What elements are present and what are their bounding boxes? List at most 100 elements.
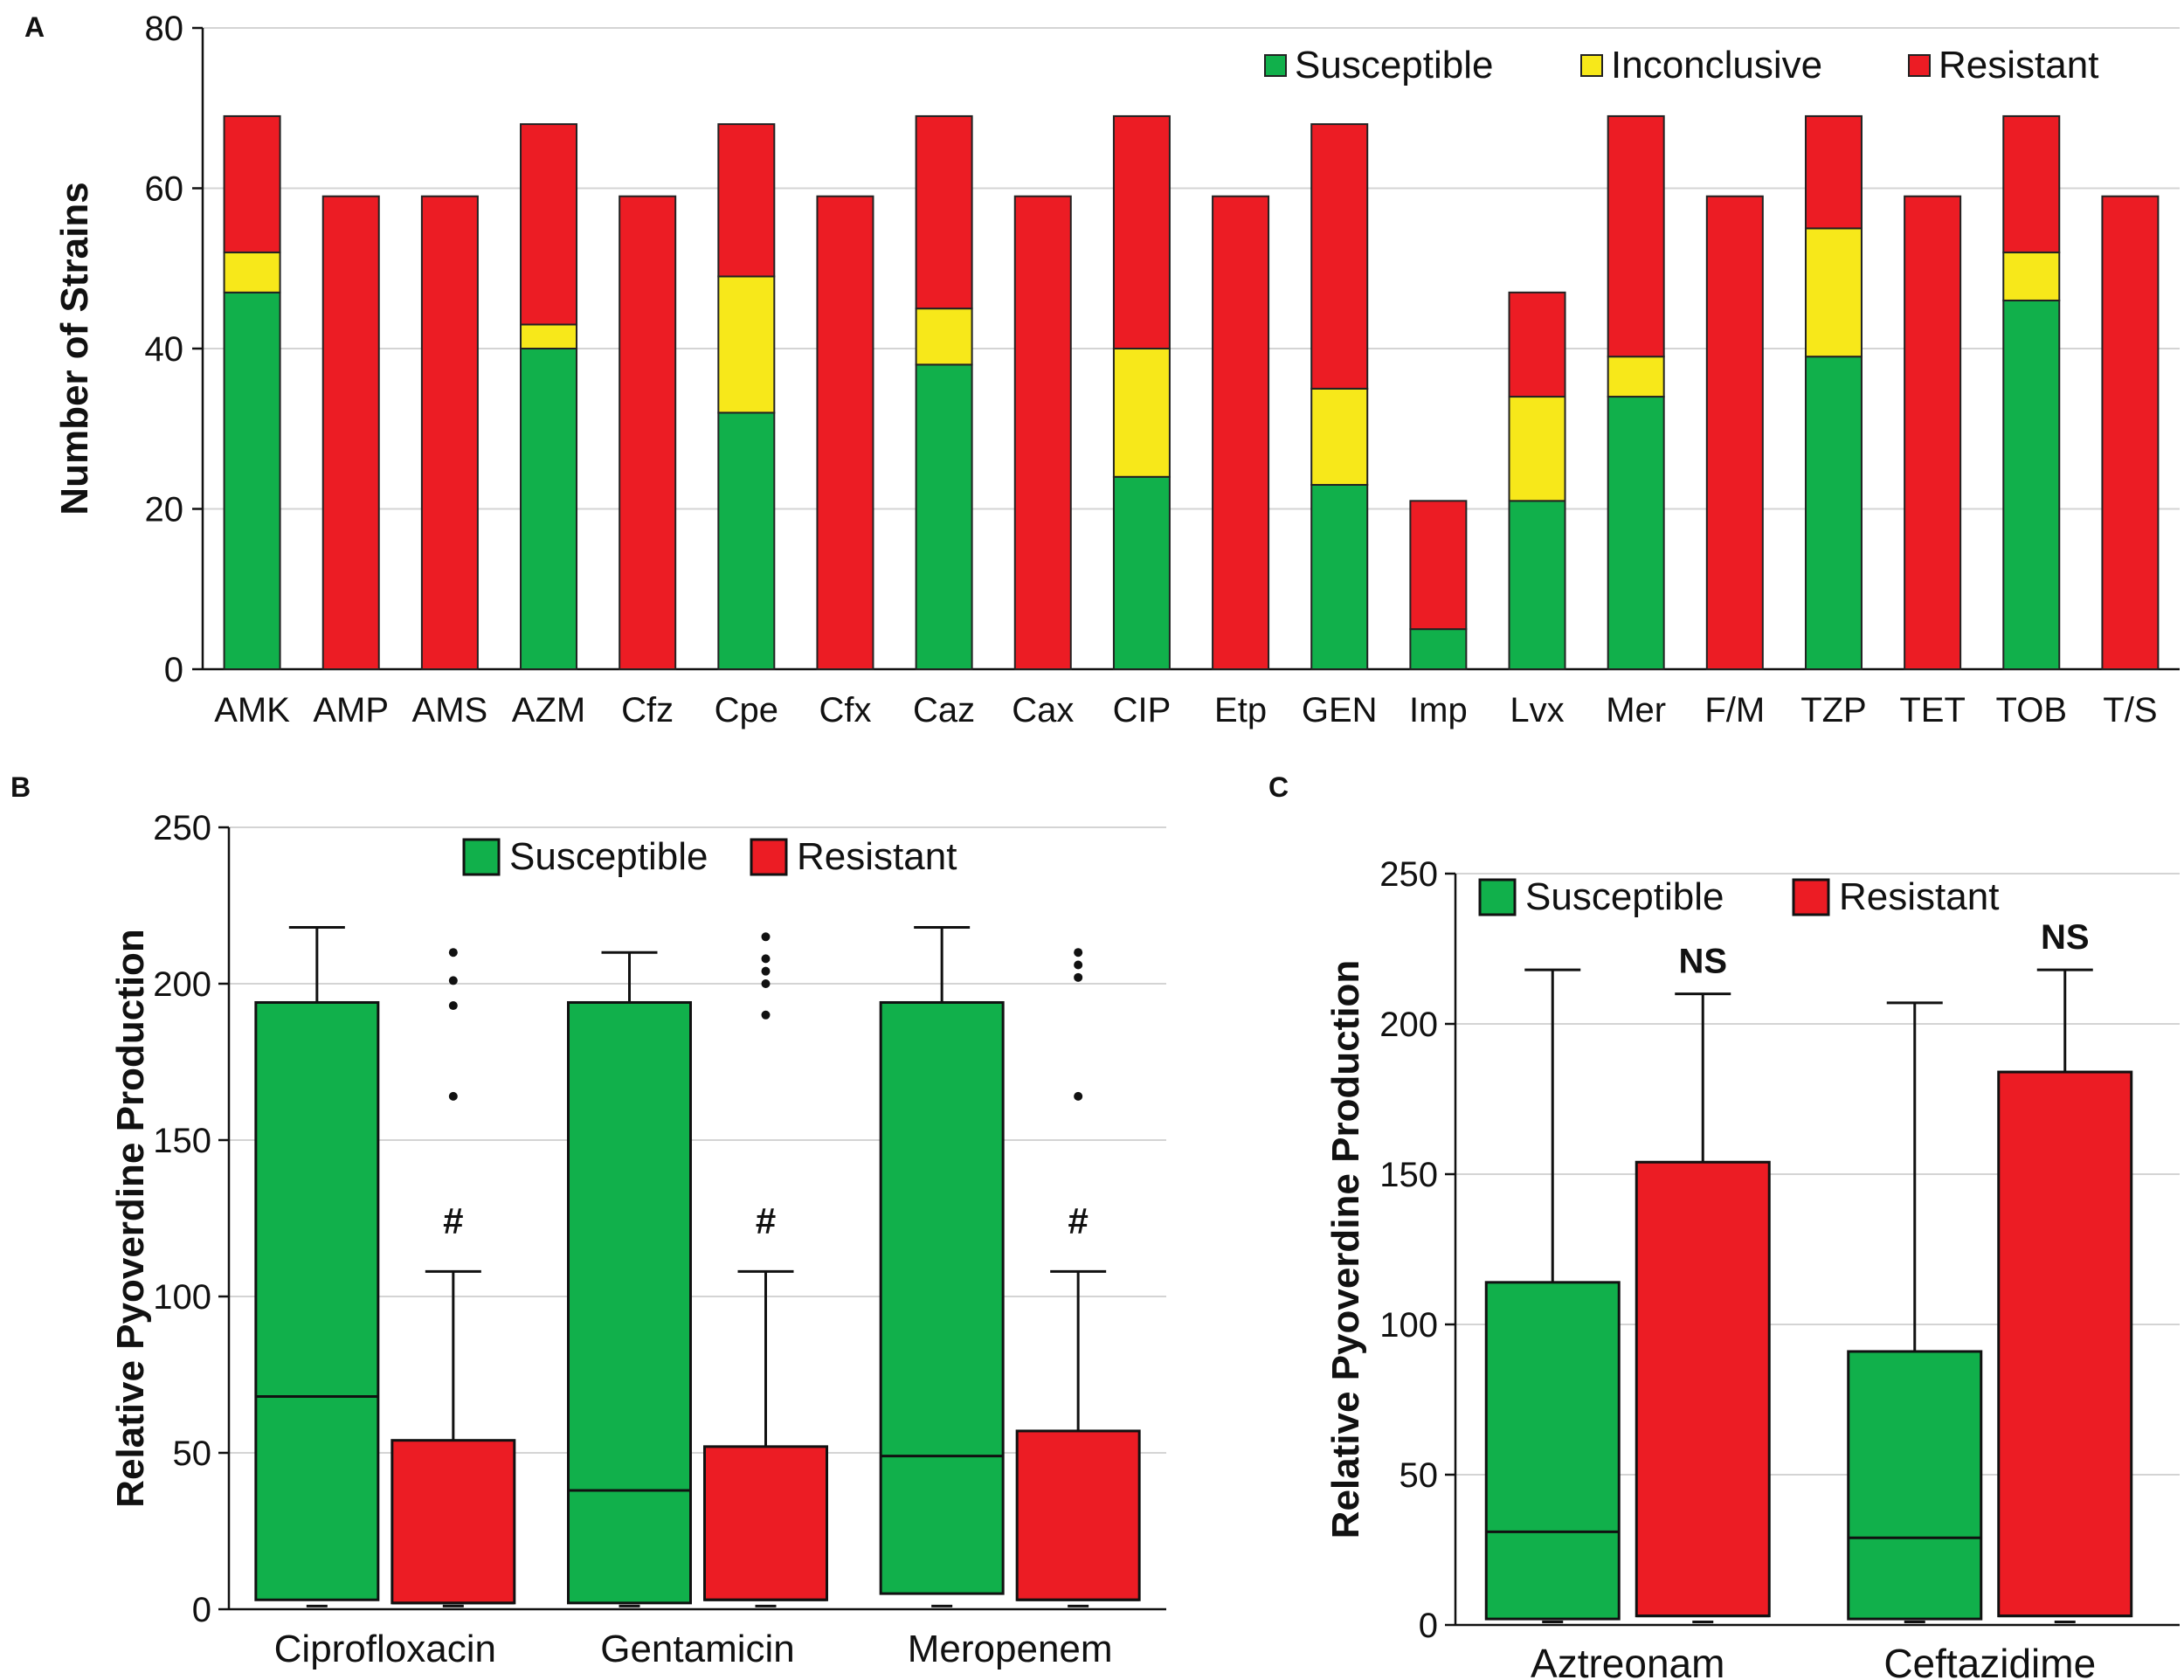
x-tick-label-b-ciprofloxacin: Ciprofloxacin: [274, 1628, 496, 1670]
ytick-label-c-200: 200: [1379, 1006, 1438, 1044]
outlier-resistant-ciprofloxacin-3: [448, 1091, 458, 1101]
x-tick-label-a-caz: Caz: [913, 691, 975, 729]
ytick-label-c-0: 0: [1419, 1607, 1438, 1645]
bar-inconclusive-cip: [1112, 348, 1171, 478]
bar-resistant-caz: [915, 114, 973, 310]
ytick-label-a-60: 60: [145, 170, 184, 209]
box-resistant-ceftazidime: [1997, 1070, 2133, 1618]
outlier-resistant-ciprofloxacin-1: [448, 976, 458, 985]
legend-swatch-a-inconclusive: [1580, 54, 1603, 77]
ytick-label-a-80: 80: [145, 10, 184, 48]
legend-swatch-b-susceptible: [462, 838, 501, 876]
bar-susceptible-caz: [915, 363, 973, 670]
x-tick-label-a-lvx: Lvx: [1510, 691, 1564, 729]
bar-resistant-lvx: [1508, 291, 1566, 398]
x-tick-label-a-amk: AMK: [214, 691, 290, 729]
legend-label-c-resistant: Resistant: [1839, 875, 1999, 918]
panel-letter-a: A: [24, 11, 45, 43]
bar-resistant-t-s: [2101, 195, 2160, 671]
bar-resistant-f-m: [1705, 195, 1764, 671]
outlier-resistant-gentamicin-4: [761, 1010, 771, 1020]
bar-resistant-cfx: [816, 195, 874, 671]
y-axis-label-a: Number of Strains: [53, 182, 96, 515]
x-tick-label-a-mer: Mer: [1606, 691, 1666, 729]
bar-inconclusive-azm: [520, 323, 578, 350]
box-resistant-aztreonam: [1635, 1160, 1771, 1618]
legend-label-a-susceptible: Susceptible: [1295, 44, 1493, 86]
x-tick-label-a-azm: AZM: [512, 691, 585, 729]
y-axis-label-b: Relative Pyoverdine Production: [109, 929, 152, 1508]
ytick-label-a-40: 40: [145, 330, 184, 369]
bar-inconclusive-gen: [1310, 387, 1369, 486]
box-resistant-ciprofloxacin: [390, 1439, 516, 1605]
legend-label-a-inconclusive: Inconclusive: [1611, 44, 1822, 86]
outlier-resistant-meropenem-1: [1074, 960, 1083, 970]
bar-susceptible-cip: [1112, 475, 1171, 670]
x-tick-label-a-ams: AMS: [412, 691, 488, 729]
legend-swatch-a-susceptible: [1264, 54, 1287, 77]
bar-resistant-imp: [1409, 500, 1468, 631]
legend-label-a-resistant: Resistant: [1939, 44, 2098, 86]
x-tick-label-a-tet: TET: [1899, 691, 1966, 729]
box-susceptible-gentamicin: [567, 1000, 692, 1605]
y-axis-label-c: Relative Pyoverdine Production: [1324, 960, 1367, 1539]
legend-swatch-c-resistant: [1792, 878, 1830, 916]
bar-inconclusive-tob: [2002, 251, 2061, 301]
x-tick-label-a-t-s: T/S: [2103, 691, 2157, 729]
legend-swatch-a-resistant: [1908, 54, 1931, 77]
outlier-resistant-gentamicin-2: [761, 966, 771, 976]
x-tick-label-a-cip: CIP: [1113, 691, 1171, 729]
bar-susceptible-cpe: [717, 411, 776, 670]
bar-resistant-cfz: [619, 195, 677, 671]
panel-letter-b: B: [10, 771, 31, 803]
outlier-resistant-meropenem-0: [1074, 948, 1083, 958]
outlier-resistant-ciprofloxacin-0: [448, 948, 458, 958]
bar-susceptible-gen: [1310, 483, 1369, 670]
x-tick-label-a-etp: Etp: [1214, 691, 1267, 729]
box-susceptible-ceftazidime: [1847, 1350, 1983, 1621]
bar-inconclusive-cpe: [717, 275, 776, 414]
box-resistant-gentamicin: [703, 1445, 828, 1601]
outlier-resistant-gentamicin-0: [761, 932, 771, 942]
annotation-c-aztreonam: NS: [1678, 943, 1727, 981]
bar-resistant-tzp: [1804, 114, 1863, 230]
bar-resistant-cip: [1112, 114, 1171, 350]
bar-resistant-etp: [1212, 195, 1270, 671]
bar-resistant-tob: [2002, 114, 2061, 253]
outlier-resistant-meropenem-3: [1074, 1091, 1083, 1101]
ytick-label-c-100: 100: [1379, 1306, 1438, 1345]
x-tick-label-a-cfz: Cfz: [621, 691, 674, 729]
bar-susceptible-tzp: [1804, 356, 1863, 670]
bar-resistant-cax: [1013, 195, 1072, 671]
legend-label-c-susceptible: Susceptible: [1525, 875, 1724, 918]
bar-inconclusive-tzp: [1804, 227, 1863, 358]
ytick-label-b-100: 100: [153, 1278, 211, 1317]
x-tick-label-a-amp: AMP: [313, 691, 389, 729]
bar-resistant-tet: [1904, 195, 1962, 671]
ytick-label-c-50: 50: [1400, 1456, 1439, 1495]
legend-swatch-c-susceptible: [1478, 878, 1517, 916]
ytick-label-b-200: 200: [153, 965, 211, 1004]
bar-resistant-gen: [1310, 123, 1369, 390]
ytick-label-c-150: 150: [1379, 1156, 1438, 1194]
x-tick-label-a-cpe: Cpe: [715, 691, 778, 729]
bar-inconclusive-mer: [1607, 356, 1665, 398]
outlier-resistant-gentamicin-3: [761, 979, 771, 988]
bar-susceptible-lvx: [1508, 500, 1566, 671]
outlier-resistant-gentamicin-1: [761, 954, 771, 964]
bar-resistant-mer: [1607, 114, 1665, 358]
bar-inconclusive-lvx: [1508, 396, 1566, 502]
ytick-label-a-20: 20: [145, 491, 184, 529]
bar-susceptible-tob: [2002, 299, 2061, 670]
x-tick-label-b-meropenem: Meropenem: [908, 1628, 1113, 1670]
bar-inconclusive-amk: [223, 251, 281, 294]
legend-label-b-susceptible: Susceptible: [509, 835, 708, 878]
x-tick-label-a-cfx: Cfx: [819, 691, 871, 729]
ytick-label-b-50: 50: [173, 1435, 212, 1473]
annotation-b-meropenem: #: [1068, 1200, 1088, 1241]
outlier-resistant-ciprofloxacin-2: [448, 1001, 458, 1011]
x-tick-label-a-imp: Imp: [1409, 691, 1468, 729]
outlier-resistant-meropenem-2: [1074, 972, 1083, 982]
bar-susceptible-amk: [223, 291, 281, 670]
